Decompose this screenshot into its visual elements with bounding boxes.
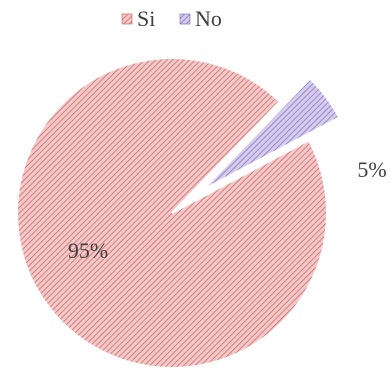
legend-swatch-no bbox=[179, 13, 191, 25]
pie-labels: 95% 5% bbox=[68, 157, 387, 263]
pie-slice-no bbox=[201, 77, 341, 192]
chart-legend: Si No bbox=[121, 6, 222, 31]
data-label-si: 95% bbox=[68, 238, 108, 263]
pie-slices bbox=[16, 57, 341, 369]
data-label-no: 5% bbox=[357, 157, 386, 182]
legend-swatch-si bbox=[121, 13, 133, 25]
pie-slice-si bbox=[16, 57, 328, 369]
legend-label-no: No bbox=[195, 6, 222, 31]
legend-label-si: Si bbox=[137, 6, 155, 31]
